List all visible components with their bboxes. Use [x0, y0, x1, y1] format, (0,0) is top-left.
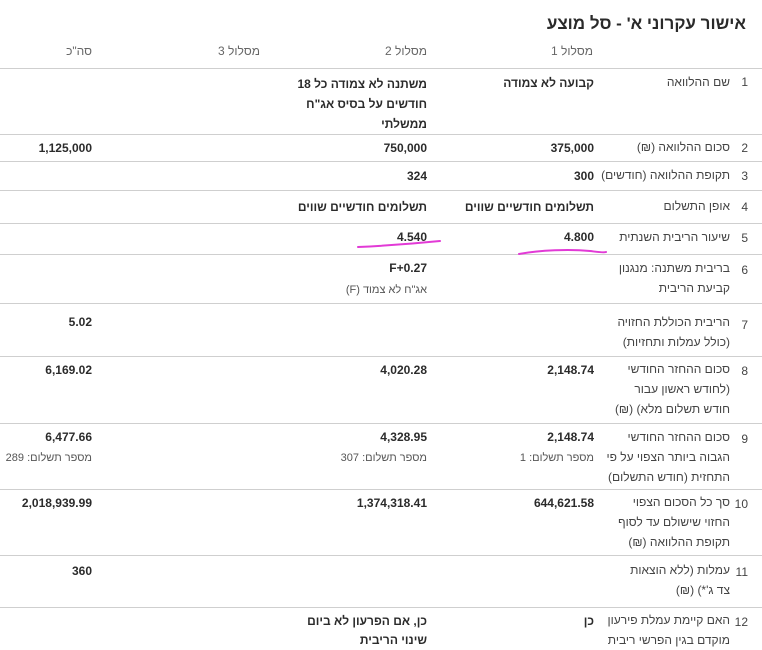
- row-number: 1: [741, 75, 748, 89]
- row-number: 3: [741, 169, 748, 183]
- row-number: 12: [734, 615, 748, 629]
- row-label: סכום ההלוואה (₪): [636, 140, 730, 154]
- divider: [0, 254, 762, 255]
- row-total-value: 2,018,939.99: [21, 496, 92, 510]
- row-route2-value: 1,374,318.41: [356, 496, 427, 510]
- column-header-route2: מסלול 2: [385, 44, 427, 58]
- row-route1-value: כן: [583, 614, 594, 628]
- row-label: בריבית משתנה: מנגנון קביעת הריבית: [618, 261, 730, 295]
- row-route2-value: כן, אם הפרעון לא ביום שינוי הריבית: [307, 614, 427, 647]
- row-route2-value: F+0.27: [389, 261, 427, 275]
- row-label: אופן התשלום: [663, 199, 730, 213]
- row-route2-value: 4,328.95: [380, 430, 427, 444]
- row-route1-value: תשלומים חודשיים שווים: [464, 200, 594, 214]
- row-total-value: 6,477.66: [45, 430, 92, 444]
- row-label: האם קיימת עמלת פירעון מוקדם בגין הפרשי ר…: [607, 613, 730, 647]
- divider: [0, 134, 762, 135]
- divider: [0, 423, 762, 424]
- row-total-value: 6,169.02: [45, 363, 92, 377]
- row-label: סכום ההחזר החודשי הגבוה ביותר הצפוי על פ…: [606, 430, 730, 484]
- row-route1-value: 300: [573, 169, 594, 183]
- row-label: הריבית הכוללת החזויה (כולל עמלות ותחזיות…: [617, 315, 730, 349]
- row-number: 6: [741, 263, 748, 277]
- row-route1-value: 4.800: [563, 230, 594, 244]
- row-number: 10: [734, 497, 748, 511]
- divider: [0, 303, 762, 304]
- row-route1-value: קבועה לא צמודה: [503, 76, 594, 90]
- row-label: שם ההלוואה: [666, 75, 730, 89]
- row-route2-value: משתנה לא צמודה כל 18 חודשים על בסיס אג"ח…: [297, 77, 427, 131]
- row-number: 8: [741, 364, 748, 378]
- row-label: תקופת ההלוואה (חודשים): [601, 168, 730, 182]
- row-route1-value: 375,000: [550, 141, 594, 155]
- column-header-route1: מסלול 1: [551, 44, 593, 58]
- divider: [0, 489, 762, 490]
- row-label: סכום ההחזר החודשי (לחודש ראשון עבור חודש…: [614, 362, 730, 416]
- page-title: אישור עקרוני א' - סל מוצע: [546, 14, 746, 33]
- row-route1-subtext: מספר תשלום: 1: [519, 452, 594, 464]
- divider: [0, 223, 762, 224]
- row-label: סך כל הסכום הצפוי החזוי שישולם עד לסוף ת…: [618, 495, 730, 549]
- divider: [0, 161, 762, 162]
- row-total-subtext: מספר תשלום: 289: [5, 452, 92, 464]
- row-route2-value: 750,000: [383, 141, 427, 155]
- row-number: 11: [735, 565, 748, 579]
- divider: [0, 555, 762, 556]
- column-header-route3: מסלול 3: [218, 44, 260, 58]
- row-route2-value: 4,020.28: [380, 363, 427, 377]
- divider: [0, 190, 762, 191]
- row-label: עמלות (ללא הוצאות צד ג'*) (₪): [630, 563, 730, 597]
- divider: [0, 356, 762, 357]
- row-route2-subtext: מספר תשלום: 307: [340, 452, 427, 464]
- row-route1-value: 2,148.74: [547, 430, 594, 444]
- row-label: שיעור הריבית השנתית: [619, 230, 730, 244]
- row-route2-value: 324: [406, 169, 427, 183]
- column-header-total: סה"כ: [66, 44, 92, 58]
- row-number: 2: [741, 141, 748, 155]
- row-number: 4: [741, 200, 748, 214]
- divider: [0, 607, 762, 608]
- row-number: 7: [741, 318, 748, 332]
- row-total-value: 1,125,000: [38, 141, 92, 155]
- row-total-value: 5.02: [68, 315, 92, 329]
- row-route1-value: 2,148.74: [547, 363, 594, 377]
- row-number: 9: [741, 432, 748, 446]
- divider: [0, 68, 762, 69]
- row-route2-value: 4.540: [396, 230, 427, 244]
- row-number: 5: [741, 231, 748, 245]
- row-route1-value: 644,621.58: [533, 496, 594, 510]
- row-total-value: 360: [71, 564, 92, 578]
- row-route2-subtext: אג"ח לא צמוד (F): [345, 284, 427, 296]
- row-route2-value: תשלומים חודשיים שווים: [297, 200, 427, 214]
